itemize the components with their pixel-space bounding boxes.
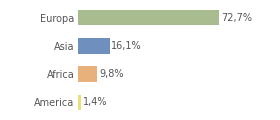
- Bar: [78, 95, 81, 110]
- Text: 16,1%: 16,1%: [111, 41, 142, 51]
- Bar: [78, 38, 109, 54]
- Text: 1,4%: 1,4%: [83, 97, 108, 107]
- Bar: [78, 10, 219, 25]
- Bar: [78, 66, 97, 82]
- Text: 9,8%: 9,8%: [99, 69, 124, 79]
- Text: 72,7%: 72,7%: [221, 13, 252, 23]
